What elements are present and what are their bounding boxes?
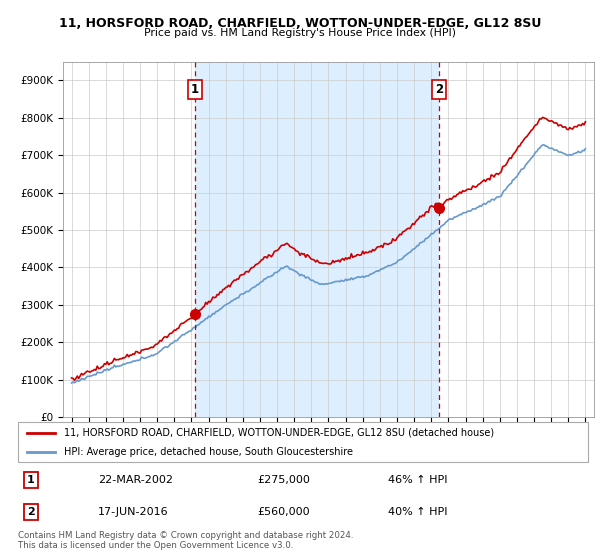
Text: 40% ↑ HPI: 40% ↑ HPI xyxy=(389,507,448,517)
Text: 11, HORSFORD ROAD, CHARFIELD, WOTTON-UNDER-EDGE, GL12 8SU: 11, HORSFORD ROAD, CHARFIELD, WOTTON-UND… xyxy=(59,17,541,30)
Text: 46% ↑ HPI: 46% ↑ HPI xyxy=(389,475,448,484)
Text: 22-MAR-2002: 22-MAR-2002 xyxy=(98,475,173,484)
Text: 2: 2 xyxy=(26,507,34,517)
Text: 11, HORSFORD ROAD, CHARFIELD, WOTTON-UNDER-EDGE, GL12 8SU (detached house): 11, HORSFORD ROAD, CHARFIELD, WOTTON-UND… xyxy=(64,428,494,437)
Text: 2: 2 xyxy=(435,83,443,96)
Text: £275,000: £275,000 xyxy=(257,475,310,484)
Text: Price paid vs. HM Land Registry's House Price Index (HPI): Price paid vs. HM Land Registry's House … xyxy=(144,28,456,38)
Text: 1: 1 xyxy=(26,475,34,484)
FancyBboxPatch shape xyxy=(18,422,588,462)
Bar xyxy=(195,62,439,417)
Text: Contains HM Land Registry data © Crown copyright and database right 2024.
This d: Contains HM Land Registry data © Crown c… xyxy=(18,531,353,550)
Text: 17-JUN-2016: 17-JUN-2016 xyxy=(98,507,169,517)
Text: HPI: Average price, detached house, South Gloucestershire: HPI: Average price, detached house, Sout… xyxy=(64,447,353,457)
Text: £560,000: £560,000 xyxy=(257,507,310,517)
Text: 1: 1 xyxy=(191,83,199,96)
